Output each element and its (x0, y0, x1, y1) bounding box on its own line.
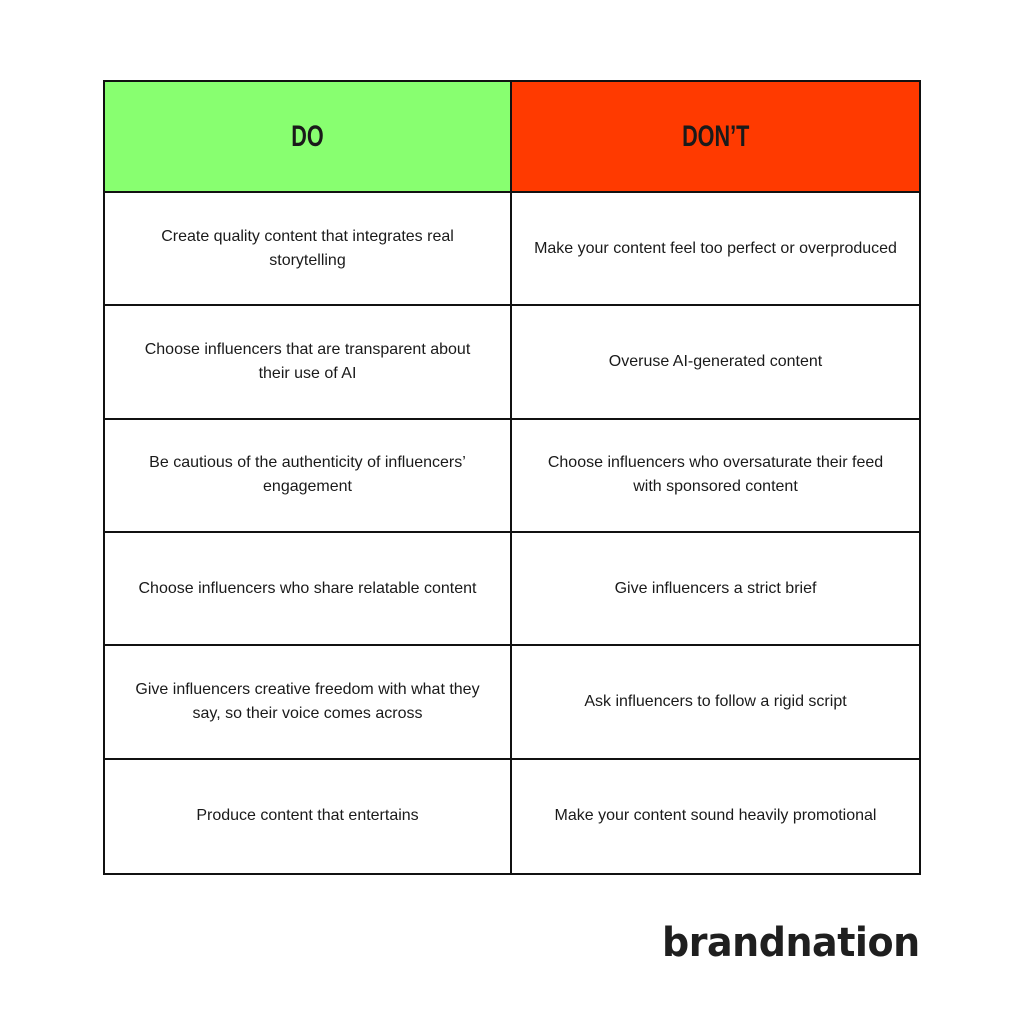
dont-cell: Give influencers a strict brief (512, 533, 919, 647)
do-cell: Produce content that entertains (105, 759, 512, 873)
dont-cell: Overuse AI-generated content (512, 306, 919, 420)
dont-cell: Ask influencers to follow a rigid script (512, 646, 919, 760)
header-do: DO (105, 82, 512, 193)
dont-cell: Make your content feel too perfect or ov… (512, 193, 919, 307)
dont-cell: Make your content sound heavily promotio… (554, 807, 877, 825)
dont-cell: Choose influencers who oversaturate thei… (512, 420, 919, 533)
do-cell: Be cautious of the authenticity of influ… (105, 419, 512, 533)
do-cell: Give influencers creative freedom with w… (105, 646, 512, 760)
do-cell: Create quality content that integrates r… (105, 193, 512, 307)
do-dont-table: DO DON’T Create quality content that int… (103, 80, 921, 875)
do-cell: Choose influencers that are transparent … (105, 306, 512, 420)
brandnation-logo: brandnation (662, 920, 920, 966)
do-cell: Choose influencers who share relatable c… (105, 533, 512, 647)
header-dont: DON’T (512, 82, 919, 193)
